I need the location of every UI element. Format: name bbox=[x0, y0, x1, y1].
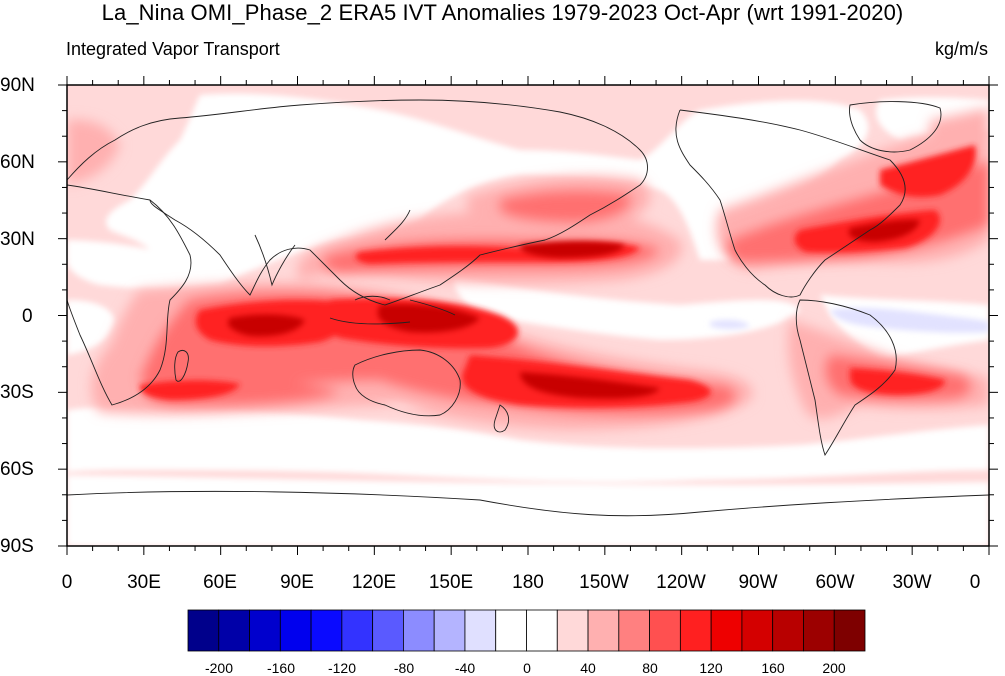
units-label: kg/m/s bbox=[934, 39, 988, 59]
lat-tick-label: 90S bbox=[0, 536, 34, 557]
lon-tick-label: 90W bbox=[738, 572, 778, 593]
colorbar-label: 120 bbox=[699, 660, 723, 676]
colorbar-label: 40 bbox=[580, 660, 596, 676]
colorbar-swatch bbox=[341, 609, 374, 652]
colorbar-swatch bbox=[310, 609, 343, 652]
lon-tick-label: 180 bbox=[512, 572, 544, 593]
colorbar-label: -160 bbox=[266, 660, 296, 676]
colorbar-swatch bbox=[464, 609, 497, 652]
lon-tick-label: 60W bbox=[815, 572, 855, 593]
lat-tick-label: 30N bbox=[0, 229, 35, 250]
colorbar-swatch bbox=[433, 609, 466, 652]
lat-tick-label: 60S bbox=[0, 459, 34, 480]
lon-tick-label: 150E bbox=[428, 572, 474, 593]
lon-tick-label: 90E bbox=[280, 572, 314, 593]
colorbar-swatch bbox=[710, 609, 743, 652]
lon-tick-label: 0 bbox=[969, 572, 981, 593]
colorbar-swatch bbox=[495, 609, 527, 652]
colorbar-swatch bbox=[833, 609, 866, 652]
colorbar-swatch bbox=[649, 609, 681, 652]
colorbar-swatch bbox=[556, 609, 589, 652]
map-title: La_Nina OMI_Phase_2 ERA5 IVT Anomalies 1… bbox=[101, 0, 904, 25]
colorbar-swatch bbox=[279, 609, 312, 652]
coastlines bbox=[67, 99, 989, 517]
lon-tick-label: 30W bbox=[892, 572, 932, 593]
colorbar-swatch bbox=[372, 609, 404, 652]
colorbar-label: -120 bbox=[327, 660, 357, 676]
lon-tick-label: 60E bbox=[203, 572, 237, 593]
colorbar-swatch bbox=[249, 609, 281, 652]
lat-tick-label: 30S bbox=[0, 382, 34, 403]
colorbar-swatch bbox=[403, 609, 435, 652]
colorbar-label: -40 bbox=[454, 660, 476, 676]
lon-tick-label: 150W bbox=[579, 572, 629, 593]
colorbar bbox=[187, 609, 866, 652]
lon-tick-label: 30E bbox=[127, 572, 161, 593]
lon-tick-label: 120E bbox=[351, 572, 397, 593]
colorbar-swatch bbox=[679, 609, 712, 652]
colorbar-label: 200 bbox=[822, 660, 846, 676]
lat-tick-label: 90N bbox=[0, 75, 35, 96]
colorbar-swatch bbox=[187, 609, 220, 652]
colorbar-swatch bbox=[803, 609, 835, 652]
colorbar-swatch bbox=[618, 609, 650, 652]
colorbar-label: 80 bbox=[642, 660, 658, 676]
lon-tick-label: 0 bbox=[61, 572, 73, 593]
lon-tick-label: 120W bbox=[656, 572, 706, 593]
colorbar-label: -80 bbox=[393, 660, 415, 676]
colorbar-swatch bbox=[587, 609, 620, 652]
axis-ticks bbox=[58, 76, 998, 555]
colorbar-label: 0 bbox=[523, 660, 531, 676]
colorbar-swatch bbox=[526, 609, 558, 652]
anomaly-field bbox=[67, 85, 989, 546]
lat-tick-label: 60N bbox=[0, 152, 35, 173]
colorbar-swatch bbox=[741, 609, 774, 652]
colorbar-swatch bbox=[218, 609, 250, 652]
colorbar-swatch bbox=[772, 609, 804, 652]
colorbar-label: 160 bbox=[761, 660, 785, 676]
lat-tick-label: 0 bbox=[22, 306, 33, 327]
colorbar-label: -200 bbox=[204, 660, 234, 676]
variable-label: Integrated Vapor Transport bbox=[66, 39, 280, 59]
